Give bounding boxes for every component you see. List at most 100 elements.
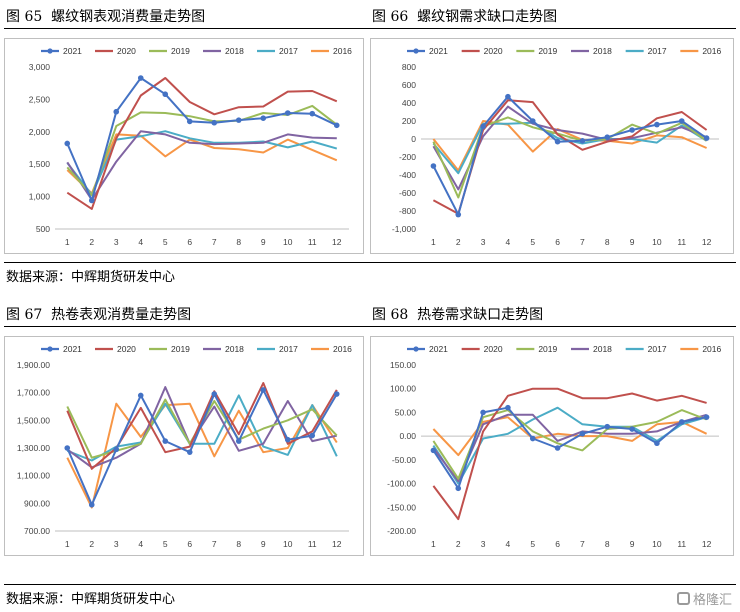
legend-label: 2019	[171, 344, 190, 354]
series-line-2020	[66, 382, 338, 470]
source-rule	[4, 584, 736, 585]
y-tick-label: 100.00	[390, 384, 416, 394]
data-point-2021	[455, 485, 462, 492]
series-line-2021	[432, 95, 708, 216]
x-tick-label: 6	[555, 237, 560, 247]
figure-caption: 热卷表观消费量走势图	[51, 307, 192, 323]
data-point-2021	[333, 391, 340, 397]
y-tick-label: 1,500	[29, 159, 51, 169]
data-point-2021	[88, 501, 95, 508]
series-line-2021	[432, 406, 707, 490]
data-point-2021	[505, 404, 511, 411]
x-tick-label: 7	[580, 237, 585, 247]
x-tick-label: 1	[431, 237, 436, 247]
data-point-2021	[480, 123, 486, 130]
figure-caption: 热卷需求缺口走势图	[417, 307, 544, 323]
x-tick-label: 12	[332, 539, 342, 549]
x-tick-label: 4	[506, 237, 511, 247]
y-tick-label: 600	[402, 80, 416, 90]
y-tick-label: 1,000	[29, 192, 51, 202]
legend-label: 2020	[484, 344, 503, 354]
x-tick-label: 1	[65, 539, 70, 549]
y-tick-label: 1,900.00	[17, 360, 50, 370]
y-tick-label: 0	[411, 134, 416, 144]
legend-label: 2021	[429, 344, 448, 354]
legend-label: 2020	[117, 344, 136, 354]
figure-title-68: 图 68 热卷需求缺口走势图	[372, 304, 543, 324]
legend-label: 2018	[593, 46, 612, 56]
source-note: 数据来源：中辉期货研发中心	[6, 270, 176, 285]
legend-label: 2020	[117, 46, 136, 56]
data-point-2021	[88, 197, 95, 204]
x-tick-label: 3	[114, 539, 119, 549]
x-tick-label: 2	[89, 237, 94, 247]
x-tick-label: 8	[236, 237, 241, 247]
source-rule	[4, 262, 736, 263]
chart-68-svg: -200.00 -150.00 -100.00 -50.00 0.00 50.00 100.…	[387, 344, 721, 549]
data-point-2021	[162, 438, 169, 444]
x-tick-label: 2	[456, 539, 461, 549]
x-tick-label: 2	[89, 539, 94, 549]
data-point-2021	[64, 140, 71, 147]
y-tick-label: 1,500.00	[17, 415, 50, 425]
y-tick-label: 700.00	[24, 526, 50, 536]
data-point-2021	[529, 118, 536, 124]
y-tick-label: 2,500	[29, 94, 51, 104]
watermark-logo-icon	[676, 592, 690, 605]
data-point-2021	[604, 423, 611, 430]
y-tick-label: 0.00	[399, 431, 416, 441]
data-point-2021	[137, 75, 144, 81]
data-point-2021	[554, 445, 561, 451]
legend-label: 2016	[702, 344, 721, 354]
data-point-2021	[186, 449, 193, 455]
x-tick-label: 12	[702, 539, 712, 549]
figure-caption: 螺纹钢表观消费量走势图	[51, 9, 206, 25]
x-tick-label: 5	[163, 539, 168, 549]
x-tick-label: 5	[530, 237, 535, 247]
figure-number: 图 66	[372, 9, 409, 25]
data-point-2021	[309, 110, 316, 117]
x-tick-label: 9	[261, 237, 266, 247]
x-tick-label: 3	[481, 237, 486, 247]
legend-label: 2017	[279, 344, 298, 354]
data-point-2021	[579, 430, 586, 437]
data-point-2021	[284, 436, 291, 443]
x-tick-label: 9	[630, 237, 635, 247]
data-point-2021	[579, 138, 586, 144]
legend-label: 2016	[333, 344, 352, 354]
figure-title-65: 图 65 螺纹钢表观消费量走势图	[6, 6, 205, 26]
x-tick-label: 3	[481, 539, 486, 549]
y-tick-label: 50.00	[395, 407, 417, 417]
y-tick-label: 1,300.00	[17, 443, 50, 453]
x-tick-label: 11	[308, 237, 317, 247]
x-tick-label: 7	[212, 237, 217, 247]
data-point-2021	[430, 447, 437, 454]
data-point-2021	[430, 163, 437, 169]
data-point-2021	[529, 435, 536, 442]
legend-marker	[413, 346, 419, 352]
data-point-2021	[235, 438, 242, 444]
y-tick-label: 1,700.00	[17, 388, 50, 398]
series-line-2017	[66, 394, 338, 462]
title-rule	[4, 28, 736, 29]
legend-label: 2021	[429, 46, 448, 56]
legend-label: 2021	[63, 344, 82, 354]
y-tick-label: 2,000	[29, 127, 51, 137]
figure-title-66: 图 66 螺纹钢需求缺口走势图	[372, 6, 557, 26]
x-tick-label: 1	[431, 539, 436, 549]
data-point-2021	[480, 409, 486, 416]
legend-label: 2019	[538, 46, 557, 56]
legend-label: 2019	[538, 344, 557, 354]
y-tick-label: 800	[402, 62, 416, 72]
legend-label: 2017	[648, 344, 667, 354]
x-tick-label: 11	[677, 539, 686, 549]
series-line-2016	[432, 120, 707, 172]
series-line-2021	[66, 388, 338, 506]
x-tick-label: 7	[580, 539, 585, 549]
legend-label: 2019	[171, 46, 190, 56]
data-point-2021	[113, 446, 120, 453]
x-tick-label: 2	[456, 237, 461, 247]
data-point-2021	[678, 118, 685, 124]
legend-marker	[47, 48, 53, 54]
